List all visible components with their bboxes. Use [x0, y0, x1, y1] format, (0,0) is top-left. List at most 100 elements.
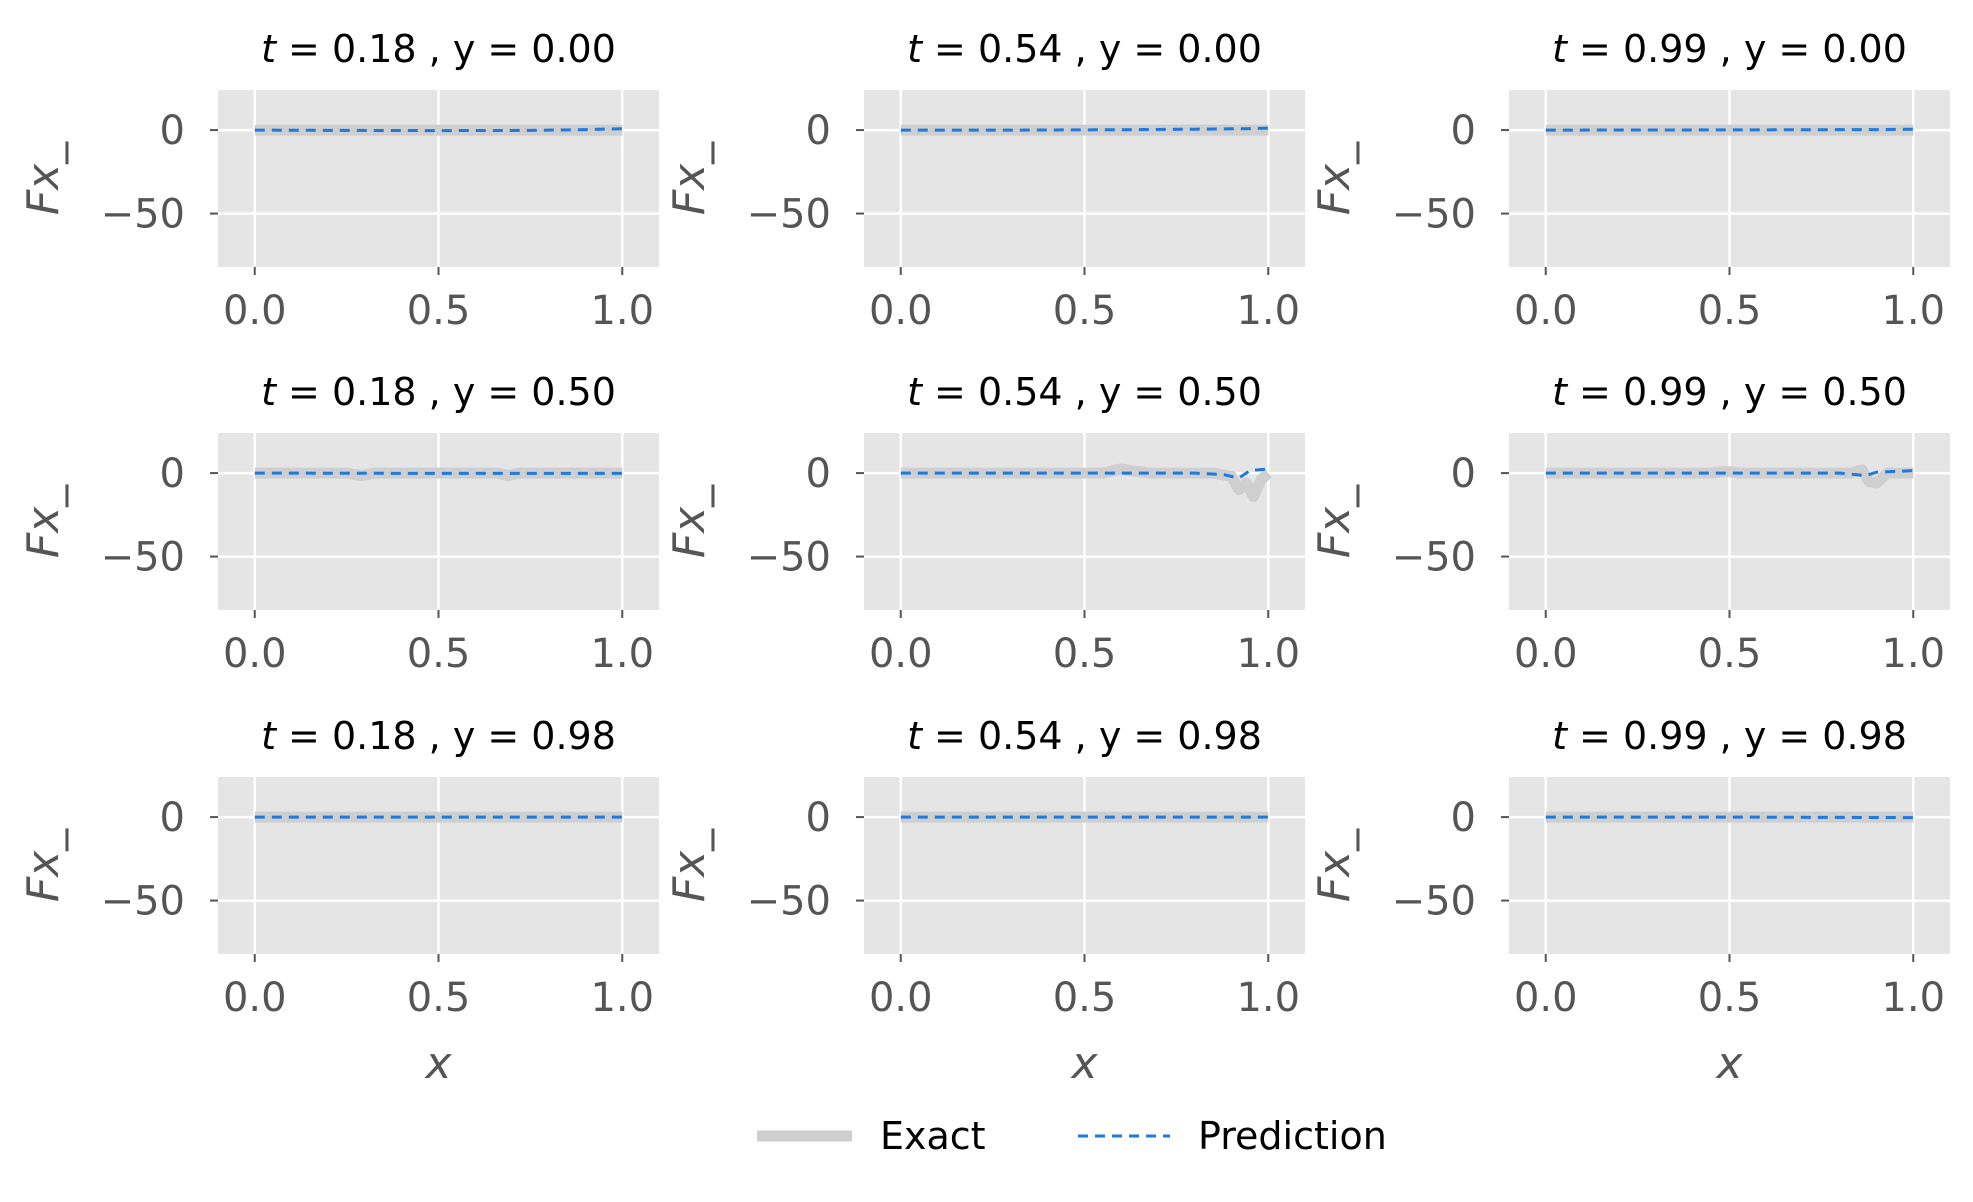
panel-title: t = 0.99 , y = 0.98	[1552, 714, 1907, 758]
x-tick-label: 1.0	[590, 631, 654, 677]
y-axis-label: Fx_	[1309, 141, 1360, 215]
panel-title: t = 0.54 , y = 0.98	[907, 714, 1262, 758]
panel-title: t = 0.54 , y = 0.50	[907, 370, 1262, 414]
x-tick-label: 1.0	[1881, 631, 1945, 677]
x-tick-label: 0.0	[1514, 288, 1578, 334]
title-t-symbol: t	[1552, 714, 1569, 758]
x-axis-label: x	[423, 1038, 452, 1089]
panel-1-1: 0.0 0.5 1.0 0 −50 t = 0.18 , y = 0.00 Fx_	[18, 27, 659, 334]
y-tick-label: −50	[747, 879, 831, 925]
title-values: = 0.54 , y = 0.50	[922, 370, 1262, 414]
y-tick-label: 0	[1451, 451, 1476, 497]
title-values: = 0.18 , y = 0.00	[276, 27, 616, 71]
x-tick-label: 1.0	[590, 975, 654, 1021]
legend-exact-label: Exact	[880, 1114, 986, 1158]
exact-line	[900, 463, 1272, 502]
x-tick-label: 0.5	[407, 288, 471, 334]
title-values: = 0.99 , y = 0.50	[1567, 370, 1907, 414]
panel-title: t = 0.18 , y = 0.98	[261, 714, 616, 758]
y-axis-label: Fx_	[1309, 828, 1360, 902]
prediction-line	[900, 467, 1269, 480]
legend-prediction-label: Prediction	[1198, 1114, 1387, 1158]
title-t-symbol: t	[261, 27, 278, 71]
y-tick-label: 0	[806, 451, 831, 497]
panel-2-3: 0.0 0.5 1.0 0 −50 t = 0.99 , y = 0.50 Fx_	[1309, 370, 1950, 677]
title-t-symbol: t	[261, 714, 278, 758]
y-tick-label: −50	[747, 192, 831, 238]
x-axis-label: x	[1069, 1038, 1098, 1089]
title-values: = 0.99 , y = 0.98	[1567, 714, 1907, 758]
title-values: = 0.99 , y = 0.00	[1567, 27, 1907, 71]
y-tick-label: −50	[1392, 879, 1476, 925]
title-t-symbol: t	[907, 370, 924, 414]
y-axis-label: Fx_	[664, 828, 715, 902]
prediction-line	[900, 126, 1269, 132]
title-t-symbol: t	[1552, 27, 1569, 71]
y-tick-label: −50	[1392, 192, 1476, 238]
x-tick-label: 0.0	[1514, 975, 1578, 1021]
x-tick-label: 0.0	[869, 288, 933, 334]
x-tick-label: 1.0	[1236, 631, 1300, 677]
x-axis-label: x	[1714, 1038, 1743, 1089]
x-tick-label: 1.0	[1236, 288, 1300, 334]
x-tick-label: 1.0	[590, 288, 654, 334]
x-tick-label: 0.0	[223, 975, 287, 1021]
y-tick-label: −50	[101, 192, 185, 238]
panel-title: t = 0.99 , y = 0.50	[1552, 370, 1907, 414]
title-t-symbol: t	[261, 370, 278, 414]
y-tick-label: −50	[101, 535, 185, 581]
y-tick-label: 0	[160, 451, 185, 497]
x-tick-label: 0.5	[1053, 288, 1117, 334]
panel-title: t = 0.18 , y = 0.50	[261, 370, 616, 414]
y-tick-label: −50	[101, 879, 185, 925]
y-tick-label: −50	[747, 535, 831, 581]
title-t-symbol: t	[907, 714, 924, 758]
x-tick-label: 0.5	[1698, 631, 1762, 677]
x-tick-label: 0.0	[869, 631, 933, 677]
y-tick-label: 0	[1451, 108, 1476, 154]
legend: Exact Prediction	[757, 1114, 1387, 1158]
y-axis-label: Fx_	[18, 484, 69, 558]
title-t-symbol: t	[1552, 370, 1569, 414]
x-tick-label: 1.0	[1881, 975, 1945, 1021]
title-values: = 0.18 , y = 0.98	[276, 714, 616, 758]
x-tick-label: 0.0	[1514, 631, 1578, 677]
y-axis-label: Fx_	[18, 141, 69, 215]
x-tick-label: 1.0	[1236, 975, 1300, 1021]
x-tick-label: 1.0	[1881, 288, 1945, 334]
x-tick-label: 0.0	[869, 975, 933, 1021]
y-tick-label: 0	[160, 108, 185, 154]
title-t-symbol: t	[907, 27, 924, 71]
y-tick-label: 0	[160, 795, 185, 841]
panel-2-2: 0.0 0.5 1.0 0 −50 t = 0.54 , y = 0.50 Fx_	[664, 370, 1305, 677]
y-tick-label: 0	[806, 795, 831, 841]
y-axis-label: Fx_	[1309, 484, 1360, 558]
panel-3-1: 0.0 0.5 1.0 0 −50 t = 0.18 , y = 0.98 Fx_x	[18, 714, 659, 1089]
x-tick-label: 0.0	[223, 288, 287, 334]
x-tick-label: 0.0	[223, 631, 287, 677]
panel-title: t = 0.54 , y = 0.00	[907, 27, 1262, 71]
y-tick-label: −50	[1392, 535, 1476, 581]
x-tick-label: 0.5	[407, 631, 471, 677]
x-tick-label: 0.5	[1698, 975, 1762, 1021]
x-tick-label: 0.5	[1053, 631, 1117, 677]
y-tick-label: 0	[806, 108, 831, 154]
panel-title: t = 0.18 , y = 0.00	[261, 27, 616, 71]
x-tick-label: 0.5	[1698, 288, 1762, 334]
x-tick-label: 0.5	[407, 975, 471, 1021]
prediction-line	[1545, 469, 1914, 478]
prediction-line	[1545, 815, 1914, 820]
panel-title: t = 0.99 , y = 0.00	[1552, 27, 1907, 71]
prediction-line	[254, 127, 623, 133]
title-values: = 0.54 , y = 0.00	[922, 27, 1262, 71]
y-axis-label: Fx_	[18, 828, 69, 902]
y-axis-label: Fx_	[664, 141, 715, 215]
x-tick-label: 0.5	[1053, 975, 1117, 1021]
y-tick-label: 0	[1451, 795, 1476, 841]
panel-1-3: 0.0 0.5 1.0 0 −50 t = 0.99 , y = 0.00 Fx_	[1309, 27, 1950, 334]
panel-2-1: 0.0 0.5 1.0 0 −50 t = 0.18 , y = 0.50 Fx_	[18, 370, 659, 677]
panel-3-3: 0.0 0.5 1.0 0 −50 t = 0.99 , y = 0.98 Fx_x	[1309, 714, 1950, 1089]
prediction-line	[1545, 127, 1914, 132]
